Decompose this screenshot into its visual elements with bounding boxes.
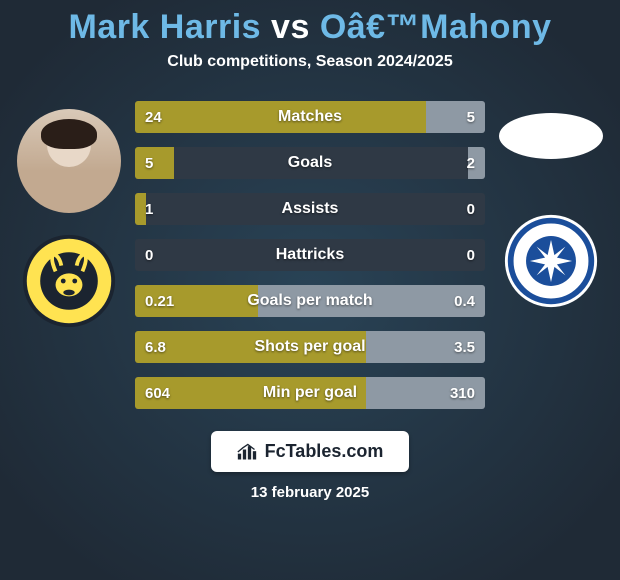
stat-label: Assists xyxy=(135,193,485,225)
stat-value-right: 0 xyxy=(457,239,485,271)
stat-value-right: 310 xyxy=(440,377,485,409)
stat-value-left: 604 xyxy=(135,377,180,409)
stat-label: Goals xyxy=(135,147,485,179)
stat-value-left: 0 xyxy=(135,239,163,271)
stat-value-left: 1 xyxy=(135,193,163,225)
stat-value-left: 6.8 xyxy=(135,331,176,363)
stat-row: Min per goal604 310 xyxy=(135,377,485,409)
left-column xyxy=(9,101,129,329)
stat-label: Matches xyxy=(135,101,485,133)
stat-value-right: 5 xyxy=(457,101,485,133)
stat-value-left: 5 xyxy=(135,147,163,179)
player1-name: Mark Harris xyxy=(68,8,261,46)
date-label: 13 february 2025 xyxy=(251,484,369,501)
player1-club-badge xyxy=(21,233,117,329)
portsmouth-icon xyxy=(503,213,599,309)
player2-name: Oâ€™Mahony xyxy=(320,8,552,46)
player2-club-badge xyxy=(503,213,599,309)
stat-value-right: 0 xyxy=(457,193,485,225)
stat-row: Matches24 5 xyxy=(135,101,485,133)
bar-chart-icon xyxy=(237,443,257,461)
stat-value-left: 0.21 xyxy=(135,285,184,317)
subtitle: Club competitions, Season 2024/2025 xyxy=(0,53,620,71)
right-column xyxy=(491,101,611,309)
stat-label: Hattricks xyxy=(135,239,485,271)
footer: FcTables.com 13 february 2025 xyxy=(0,431,620,501)
content-root: Mark Harris vs Oâ€™Mahony Club competiti… xyxy=(0,0,620,580)
stat-value-right: 3.5 xyxy=(444,331,485,363)
player1-avatar xyxy=(17,109,121,213)
stats-panel: Matches245Goals52Assists10Hattricks00Goa… xyxy=(135,101,485,409)
stat-label: Shots per goal xyxy=(135,331,485,363)
stat-row: Goals per match0.21 0.4 xyxy=(135,285,485,317)
stat-row: Shots per goal6.8 3.5 xyxy=(135,331,485,363)
stat-label: Goals per match xyxy=(135,285,485,317)
brand-text: FcTables.com xyxy=(265,441,384,462)
stat-row: Assists1 0 xyxy=(135,193,485,225)
oxford-united-icon xyxy=(21,233,117,329)
stat-value-left: 24 xyxy=(135,101,172,133)
player2-avatar-blank xyxy=(499,113,603,159)
stat-label: Min per goal xyxy=(135,377,485,409)
stat-value-right: 0.4 xyxy=(444,285,485,317)
comparison-title: Mark Harris vs Oâ€™Mahony xyxy=(0,8,620,47)
vs-label: vs xyxy=(271,8,310,46)
stat-value-right: 2 xyxy=(457,147,485,179)
brand-badge[interactable]: FcTables.com xyxy=(211,431,410,472)
face-placeholder-icon xyxy=(17,109,121,213)
stat-row: Goals5 2 xyxy=(135,147,485,179)
main-area: Matches245Goals52Assists10Hattricks00Goa… xyxy=(0,101,620,409)
stat-row: Hattricks0 0 xyxy=(135,239,485,271)
